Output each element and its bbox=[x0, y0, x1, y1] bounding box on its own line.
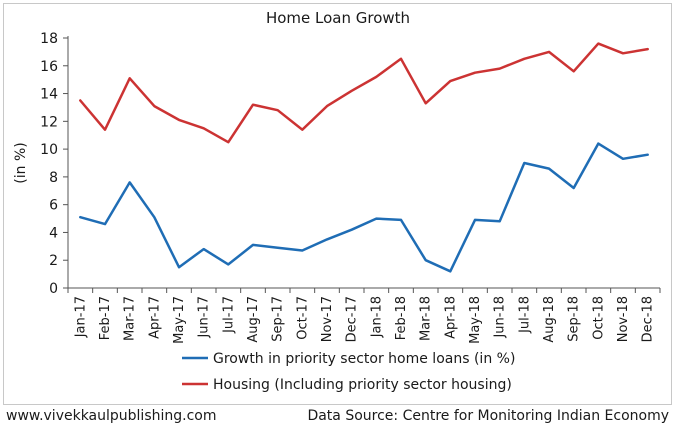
x-tick-label: Apr-17 bbox=[147, 296, 162, 339]
x-tick-label: Jun-18 bbox=[493, 296, 508, 339]
legend-label-2: Housing (Including priority sector housi… bbox=[213, 377, 512, 393]
y-tick-label: 14 bbox=[40, 87, 58, 103]
x-tick-label: Feb-18 bbox=[394, 296, 409, 340]
x-tick-label: Apr-18 bbox=[443, 296, 458, 339]
footer-website: www.vivekkaulpublishing.com bbox=[6, 408, 217, 424]
x-tick-label: Aug-17 bbox=[246, 296, 261, 343]
footer-source: Data Source: Centre for Monitoring India… bbox=[307, 408, 669, 424]
x-tick-label: Oct-18 bbox=[591, 296, 606, 340]
y-tick-label: 10 bbox=[40, 142, 58, 158]
x-tick-label: Jul-17 bbox=[221, 296, 236, 334]
y-axis-label: (in %) bbox=[13, 142, 29, 183]
chart-title: Home Loan Growth bbox=[266, 9, 410, 27]
y-tick-label: 18 bbox=[40, 31, 58, 47]
chart-frame bbox=[3, 3, 672, 405]
y-tick-label: 0 bbox=[49, 281, 58, 297]
series-lines bbox=[79, 42, 649, 273]
x-tick-label: Sep-17 bbox=[271, 296, 286, 342]
y-tick-label: 4 bbox=[49, 225, 58, 241]
x-tick-label: Sep-18 bbox=[567, 296, 582, 342]
x-tick-label: Oct-17 bbox=[295, 296, 310, 340]
x-tick-label: Nov-17 bbox=[320, 296, 335, 342]
y-tick-label: 2 bbox=[49, 253, 58, 269]
x-tick-label: Aug-18 bbox=[542, 296, 557, 343]
y-tick-label: 12 bbox=[40, 114, 58, 130]
x-tick-label: Dec-18 bbox=[641, 296, 656, 342]
y-ticks: 0 2 4 6 8 10 12 14 16 18 bbox=[40, 31, 68, 297]
legend: Growth in priority sector home loans (in… bbox=[182, 351, 515, 393]
y-tick-label: 8 bbox=[49, 170, 58, 186]
legend-label-1: Growth in priority sector home loans (in… bbox=[213, 351, 515, 367]
x-tick-label: Jun-17 bbox=[197, 296, 212, 339]
x-tick-label: Mar-18 bbox=[419, 296, 434, 341]
x-tick-label: May-17 bbox=[172, 296, 187, 344]
x-tick-label: May-18 bbox=[468, 296, 483, 344]
x-tick-label: Mar-17 bbox=[123, 296, 138, 341]
series-line-1 bbox=[79, 142, 649, 273]
series-line-2 bbox=[79, 42, 649, 144]
line-chart: Home Loan Growth (in %) 024681012141618 … bbox=[13, 9, 661, 393]
x-tick-label: Jul-18 bbox=[517, 296, 532, 334]
x-tick-label: Nov-18 bbox=[616, 296, 631, 342]
x-ticks: Jan-17 Feb-17 Mar-17 Apr-17 May-17 Jun-17 Jul-… bbox=[67, 288, 661, 344]
x-tick-label: Feb-17 bbox=[98, 296, 113, 340]
x-tick-label: Dec-17 bbox=[345, 296, 360, 342]
x-tick-label: Jan-17 bbox=[73, 296, 88, 338]
x-tick-label: Jan-18 bbox=[369, 296, 384, 338]
axes bbox=[67, 36, 660, 289]
y-tick-label: 16 bbox=[40, 59, 58, 75]
y-tick-label: 6 bbox=[49, 198, 58, 214]
